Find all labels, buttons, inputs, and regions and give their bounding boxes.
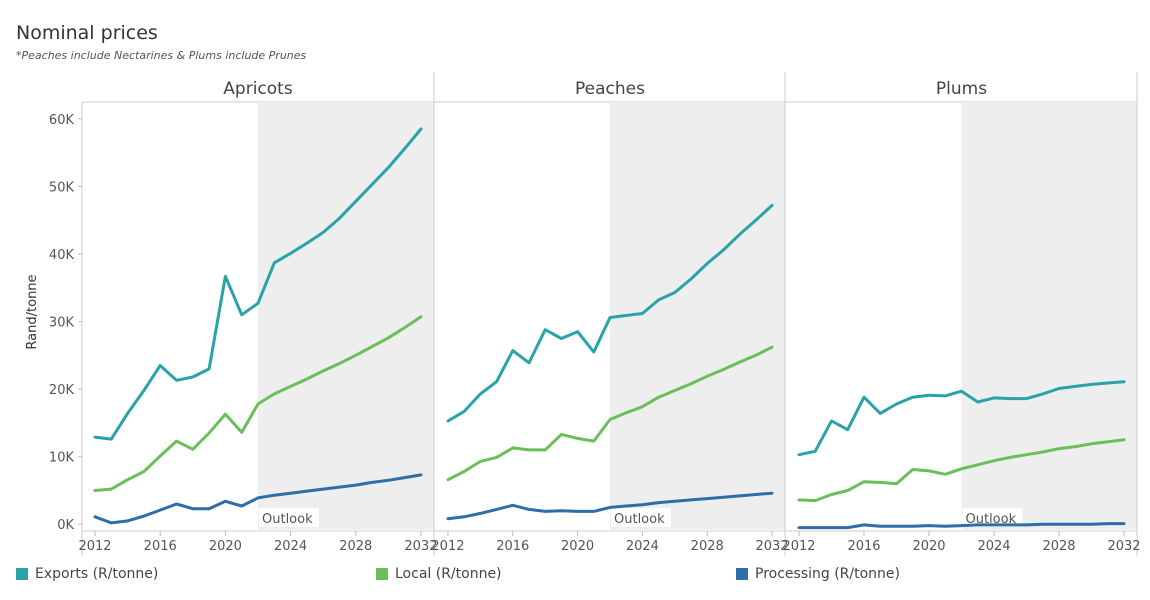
y-tick-label: 10K (49, 451, 75, 466)
y-tick-label: 30K (49, 316, 75, 331)
y-tick-label: 0K (57, 518, 74, 533)
x-tick-label: 2012 (78, 539, 111, 554)
x-tick-label: 2024 (626, 539, 659, 554)
series-line-plums-exports (797, 380, 1126, 457)
outlook-label-peaches: Outlook (614, 512, 665, 527)
series-line-apricots-local (93, 315, 423, 492)
legend-swatch-exports (16, 568, 28, 580)
x-tick-label: 2028 (691, 539, 724, 554)
legend-label-processing: Processing (R/tonne) (755, 566, 900, 582)
legend-swatch-local (376, 568, 388, 580)
series-line-peaches-local (446, 345, 774, 482)
series-line-plums-processing (797, 522, 1126, 530)
legend-swatch-processing (736, 568, 748, 580)
y-tick-label: 40K (49, 248, 75, 263)
legend-item-local: Local (R/tonne) (376, 566, 502, 582)
series-line-peaches-processing (446, 491, 774, 521)
x-tick-label: 2020 (561, 539, 594, 554)
outlook-region-plums (961, 102, 1137, 531)
faceted-line-chart: Rand/tonne 0K 10K 20K 30K 40K 50K 60K Apricots Ou… (25, 72, 1141, 556)
x-tick-label: 2028 (1042, 539, 1075, 554)
facet-title-plums: Plums (936, 79, 987, 99)
x-tick-label: 2032 (755, 539, 788, 554)
facet-title-peaches: Peaches (575, 79, 645, 99)
outlook-label-bg (611, 508, 671, 527)
chart-title: Nominal prices (16, 22, 158, 44)
facet-title-apricots: Apricots (223, 79, 293, 99)
outlook-label-plums: Outlook (966, 512, 1017, 527)
x-tick-label: 2032 (404, 539, 437, 554)
series-line-apricots-exports (93, 127, 423, 441)
legend-label-exports: Exports (R/tonne) (35, 566, 159, 582)
x-tick-label: 2012 (431, 539, 464, 554)
outlook-region-apricots (258, 102, 434, 531)
x-tick-label: 2028 (339, 539, 372, 554)
x-tick-label: 2016 (847, 539, 880, 554)
outlook-region-peaches (610, 102, 785, 531)
legend-label-local: Local (R/tonne) (395, 566, 502, 582)
x-tick-label: 2020 (209, 539, 242, 554)
x-tick-label: 2024 (274, 539, 307, 554)
y-tick-label: 60K (49, 113, 75, 128)
chart-subtitle: *Peaches include Nectarines & Plums incl… (16, 49, 307, 62)
x-tick-label: 2012 (782, 539, 815, 554)
x-tick-label: 2020 (912, 539, 945, 554)
x-tick-label: 2032 (1107, 539, 1140, 554)
y-axis-label: Rand/tonne (25, 274, 40, 349)
series-line-apricots-processing (93, 473, 423, 525)
legend-item-exports: Exports (R/tonne) (16, 566, 158, 582)
x-tick-label: 2024 (977, 539, 1010, 554)
series-line-peaches-exports (446, 203, 774, 423)
outlook-label-apricots: Outlook (262, 512, 313, 527)
y-tick-label: 50K (49, 180, 75, 195)
x-tick-label: 2016 (496, 539, 529, 554)
y-tick-label: 20K (49, 383, 75, 398)
series-line-plums-local (797, 438, 1126, 503)
legend-item-processing: Processing (R/tonne) (736, 566, 900, 582)
x-tick-label: 2016 (144, 539, 177, 554)
outlook-label-bg (962, 508, 1023, 527)
outlook-label-bg (259, 508, 319, 527)
